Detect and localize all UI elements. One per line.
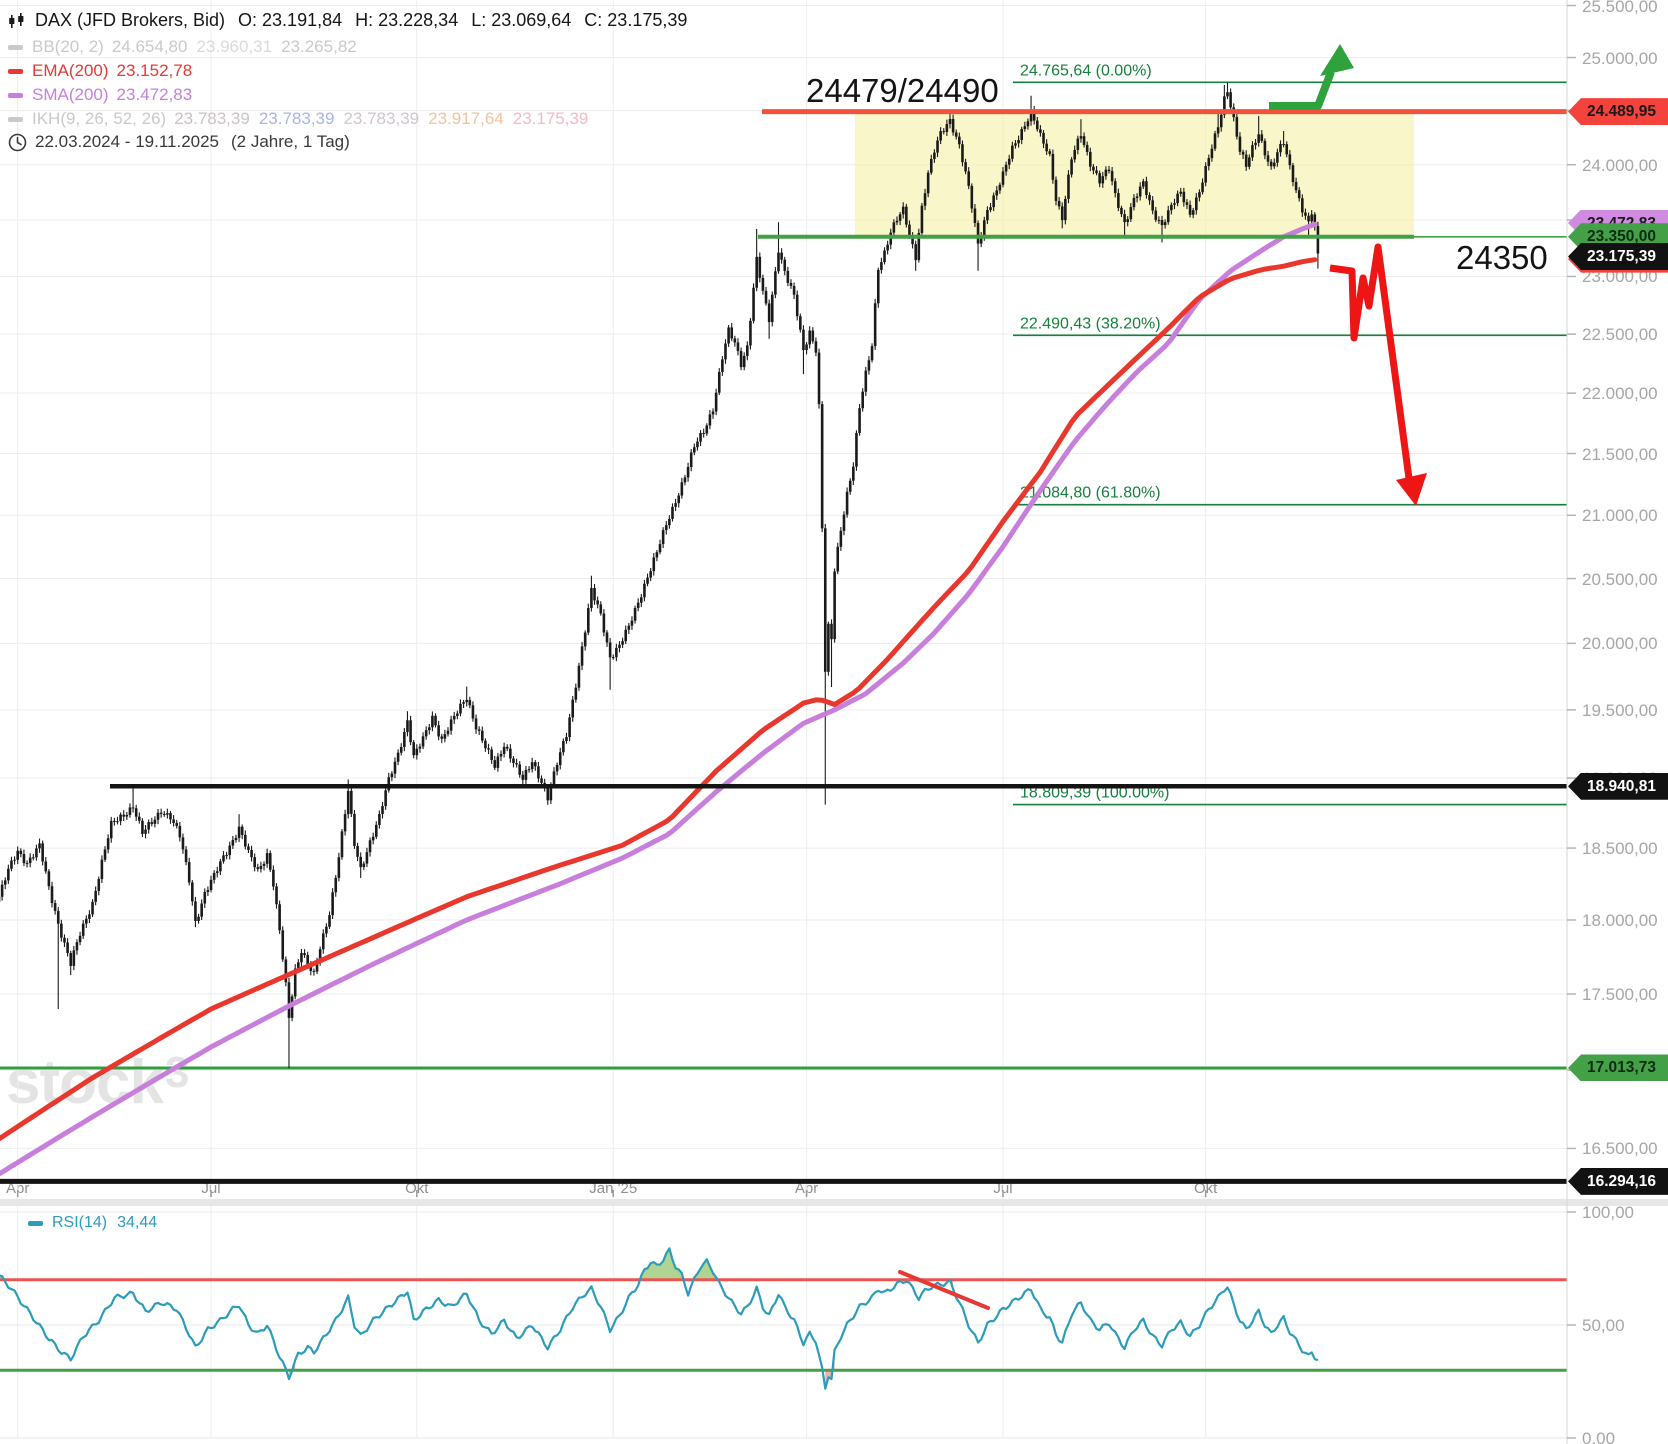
price-tick-label: 25.000,00 (1582, 48, 1658, 68)
support-level-label[interactable]: 24350 (1456, 239, 1548, 276)
clock-icon (8, 133, 30, 152)
fib-label: 24.765,64 (0.00%) (1020, 62, 1152, 79)
grid-lines (0, 0, 1567, 1439)
price-tick-label: 20.500,00 (1582, 569, 1658, 589)
price-badge[interactable]: 16.294,16 (1568, 1167, 1668, 1195)
consolidation-zone[interactable] (855, 111, 1414, 237)
price-tick-label: 17.500,00 (1582, 984, 1658, 1004)
indicator-row[interactable]: IKH(9, 26, 52, 26) 23.783,39 23.783,39 23.7… (8, 109, 597, 129)
price-tick-label: 16.500,00 (1582, 1139, 1658, 1159)
price-tick-label: 20.000,00 (1582, 634, 1658, 654)
indicator-color-chip (8, 44, 23, 50)
indicator-row[interactable]: BB(20, 2) 24.654,80 23.960,31 23.265,82 (8, 37, 366, 57)
rsi-tick-label: 50,00 (1582, 1316, 1625, 1335)
indicator-color-chip (8, 68, 23, 74)
zone (855, 111, 1414, 237)
candlestick-chart-icon (8, 11, 30, 31)
indicator-row[interactable]: SMA(200) 23.472,83 (8, 85, 201, 105)
price-tick-label: 19.500,00 (1582, 700, 1658, 720)
indicator-value: 23.152,78 (116, 61, 193, 80)
rsi-tick-label: 100,00 (1582, 1203, 1634, 1222)
indicator-value: 23.783,39 (343, 109, 420, 128)
symbol-row[interactable]: DAX (JFD Brokers, Bid) O: 23.191,84 H: 23… (8, 10, 687, 31)
price-badge[interactable]: 18.940,81 (1568, 772, 1668, 800)
resistance-zone-label[interactable]: 24479/24490 (806, 72, 999, 109)
indicator-label: SMA(200) (32, 85, 109, 104)
price-tick-label: 24.000,00 (1582, 155, 1658, 175)
rsi-line (0, 1247, 1319, 1390)
symbol-title: DAX (JFD Brokers, Bid) (35, 10, 226, 30)
price-tick-label: 18.500,00 (1582, 839, 1658, 859)
indicator-value: 23.783,39 (258, 109, 335, 128)
sma200-line[interactable] (0, 221, 1318, 1177)
drawn-arrow-down[interactable] (1329, 243, 1427, 506)
fib-label: 21.084,80 (61.80%) (1020, 485, 1161, 502)
ohlc-value: C: 23.175,39 (584, 10, 688, 30)
rsi-panel[interactable] (0, 1247, 1567, 1390)
fib-label: 22.490,43 (38.20%) (1020, 315, 1161, 332)
indicator-label: BB(20, 2) (32, 37, 104, 56)
indicator-label: EMA(200) (32, 61, 109, 80)
watermark-logo: stock3 (6, 1048, 189, 1117)
date-range-duration: (2 Jahre, 1 Tag) (231, 132, 350, 151)
price-tick-label: 18.000,00 (1582, 910, 1658, 930)
price-tick-label: 21.500,00 (1582, 444, 1658, 464)
candlestick-series (0, 82, 1320, 1069)
ohlc-values: O: 23.191,84 H: 23.228,34 L: 23.069,64 C: 2… (225, 10, 687, 31)
price-badge[interactable]: 17.013,73 (1568, 1054, 1668, 1082)
fib-label: 18.809,39 (100.00%) (1020, 785, 1169, 802)
price-tick-label: 21.000,00 (1582, 506, 1658, 526)
panel-separator[interactable] (0, 1199, 1668, 1206)
indicator-value: 23.265,82 (281, 37, 357, 56)
date-range-text: 22.03.2024 - 19.11.2025 (35, 132, 220, 151)
rsi-drawn-trendline[interactable] (898, 1270, 990, 1310)
rsi-tick-label: 0,00 (1582, 1429, 1616, 1444)
indicator-value: 23.917,64 (428, 109, 504, 128)
rsi-value: 34,44 (117, 1214, 158, 1231)
horizontal-level-lines[interactable] (0, 109, 1567, 1184)
ema200-line[interactable] (0, 257, 1318, 1142)
ohlc-value: O: 23.191,84 (238, 10, 343, 30)
rsi-name: RSI(14) (52, 1214, 108, 1231)
date-range-row[interactable]: 22.03.2024 - 19.11.2025 (2 Jahre, 1 Tag) (8, 132, 350, 152)
indicator-value: 23.175,39 (512, 109, 589, 128)
fibonacci-retracement-tool[interactable]: 24.765,64 (0.00%) 22.490,43 (38.20%) 21.08… (1013, 62, 1567, 806)
price-badge[interactable]: 24.489,95 (1568, 98, 1668, 126)
indicator-value: 23.472,83 (116, 85, 193, 104)
rsi-legend[interactable]: RSI(14) 34,44 (28, 1214, 157, 1232)
price-tick-label: 22.500,00 (1582, 325, 1658, 345)
price-tick-label: 22.000,00 (1582, 384, 1658, 404)
ohlc-value: L: 23.069,64 (471, 10, 572, 30)
indicator-color-chip (8, 116, 23, 122)
indicator-row[interactable]: EMA(200) 23.152,78 (8, 61, 201, 81)
rsi-color-chip (28, 1220, 43, 1226)
indicator-color-chip (8, 92, 23, 98)
price-tick-label: 25.500,00 (1582, 0, 1658, 16)
price-badge[interactable]: 23.175,39 (1568, 243, 1668, 270)
indicator-value: 24.654,80 (111, 37, 188, 56)
drawn-arrow-up[interactable] (1269, 44, 1354, 110)
indicator-label: IKH(9, 26, 52, 26) (32, 109, 167, 128)
ohlc-value: H: 23.228,34 (355, 10, 459, 30)
indicator-value: 23.960,31 (196, 37, 273, 56)
indicator-value: 23.783,39 (174, 109, 250, 128)
